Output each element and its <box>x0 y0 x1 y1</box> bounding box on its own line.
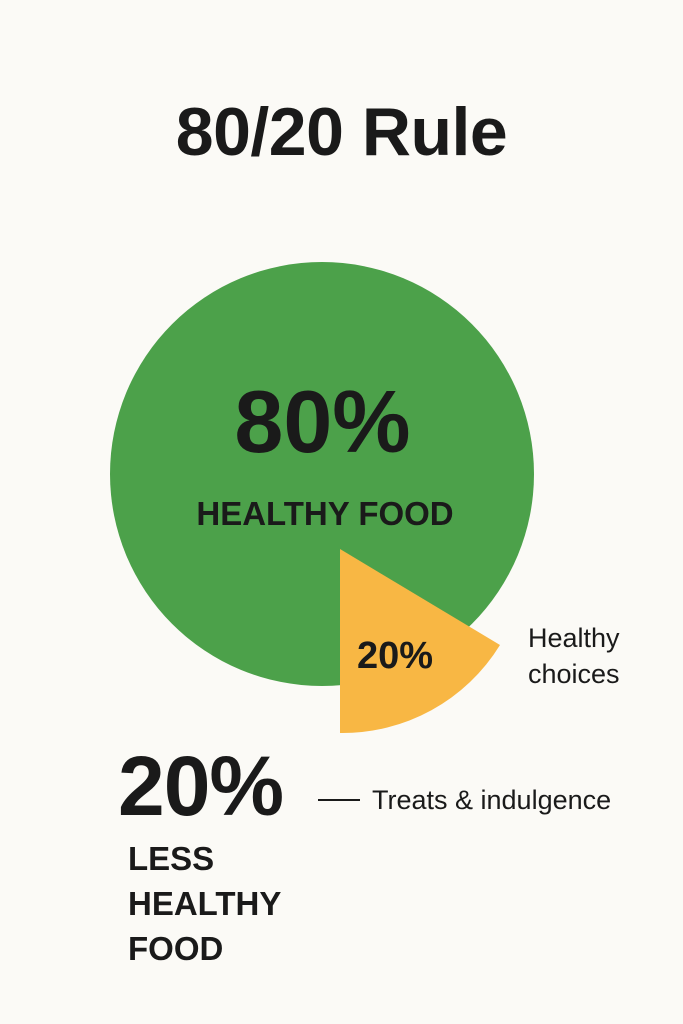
healthy-food-label: HEALTHY FOOD <box>196 495 454 532</box>
annotation-line: Healthy <box>528 623 620 653</box>
less-healthy-label: LESS HEALTHY FOOD <box>128 836 281 971</box>
healthy-choices-annotation: Healthy choices <box>528 620 620 692</box>
less-healthy-percent: 20% <box>118 739 284 833</box>
pie-slice-healthy <box>110 262 534 686</box>
caption-line: FOOD <box>128 930 224 967</box>
caption-line: LESS <box>128 840 215 877</box>
treats-description: Treats & indulgence <box>372 785 612 815</box>
page-title: 80/20 Rule <box>175 94 508 170</box>
slice-percent: 20% <box>357 635 434 677</box>
pie-slice-treats <box>340 549 500 734</box>
annotation-line: choices <box>528 659 620 689</box>
connector-dash <box>318 799 360 801</box>
caption-line: HEALTHY <box>128 885 282 922</box>
healthy-percent: 80% <box>234 372 411 471</box>
